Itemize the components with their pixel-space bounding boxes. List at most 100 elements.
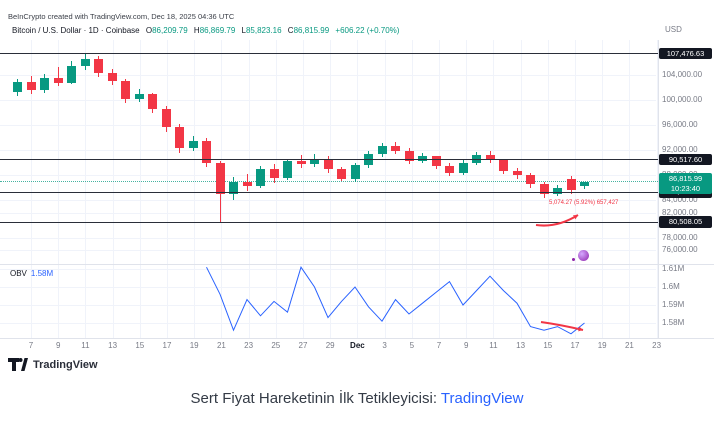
candle [512, 170, 522, 175]
candle [472, 155, 481, 163]
chart-canvas[interactable]: 7 9 11 13 15 17 19 21 23 25 27 29 Dec 3 5 7 9 11 13 15 17 19 2… [0, 0, 714, 356]
time-gridline [656, 40, 658, 338]
time-axis-label[interactable]: 19 [597, 341, 607, 350]
time-axis-label[interactable]: 15 [543, 341, 553, 350]
time-axis-label[interactable]: 23 [244, 341, 254, 350]
time-gridline [194, 40, 196, 338]
time-axis-label[interactable]: 13 [516, 341, 526, 350]
tradingview-logo-icon [8, 358, 28, 371]
ohlc-open-value: 86,209.79 [152, 26, 188, 35]
candle [269, 169, 279, 179]
candle [67, 65, 76, 83]
tradingview-logo[interactable]: TradingView [8, 358, 98, 371]
time-axis-label[interactable]: 5 [409, 341, 415, 350]
price-gridline [0, 175, 656, 176]
candle [553, 188, 562, 194]
last-price-dotted-line [0, 181, 658, 183]
obv-axis-label[interactable]: 1.59M [662, 300, 685, 309]
time-axis-label[interactable]: 21 [624, 341, 634, 350]
price-gridline [0, 250, 656, 251]
time-gridline [167, 40, 168, 338]
credit-line: BeInCrypto created with TradingView.com,… [8, 12, 235, 21]
time-axis-label[interactable]: 9 [463, 341, 469, 350]
time-gridline [439, 40, 440, 338]
price-gridline [0, 212, 656, 214]
time-gridline [303, 40, 304, 338]
price-axis-label[interactable]: 76,000.00 [662, 245, 698, 254]
time-axis-label[interactable]: 17 [162, 341, 172, 350]
time-axis-label[interactable]: 19 [189, 341, 199, 350]
bar-countdown: 10:23:40 [670, 183, 701, 193]
caption-tradingview-link[interactable]: TradingView [440, 390, 524, 407]
symbol-info-bar[interactable]: Bitcoin / U.S. Dollar · 1D · Coinbase O8… [12, 26, 399, 35]
time-gridline [629, 40, 631, 338]
candle [53, 77, 63, 83]
price-axis-label[interactable]: 104,000.00 [662, 70, 703, 79]
time-gridline [58, 40, 60, 338]
time-gridline [112, 40, 114, 338]
candle [350, 165, 360, 179]
time-axis-label[interactable]: 3 [382, 341, 387, 350]
time-axis-label[interactable]: 27 [298, 341, 308, 350]
price-axis-label[interactable]: 82,000.00 [662, 207, 698, 217]
price-axis-currency-label: USD [665, 25, 682, 34]
time-axis-label[interactable]: 13 [108, 341, 118, 350]
price-axis-label[interactable]: 96,000.00 [662, 120, 698, 129]
obv-axis-label[interactable]: 1.6M [662, 282, 680, 291]
price-axis-label[interactable]: 78,000.00 [662, 232, 698, 242]
symbol-title: Bitcoin / U.S. Dollar · 1D · Coinbase [12, 26, 140, 35]
ohlc-open-key: O [145, 26, 153, 35]
time-gridline [411, 40, 413, 338]
time-gridline [85, 40, 87, 338]
obv-gridline [0, 305, 656, 306]
time-axis-label[interactable]: 17 [570, 341, 580, 350]
measure-label[interactable]: 5,074.27 (5.92%) 657,427 [549, 200, 619, 206]
time-gridline [384, 40, 386, 338]
time-axis-label[interactable]: 7 [28, 341, 34, 350]
candle [94, 59, 103, 74]
time-gridline [466, 40, 468, 338]
pane-separator[interactable] [0, 264, 714, 265]
time-axis-label[interactable]: 21 [216, 341, 226, 350]
price-axis-label[interactable]: 92,000.00 [662, 145, 698, 154]
time-axis-label[interactable]: 15 [135, 341, 145, 350]
time-gridline [520, 40, 522, 338]
obv-axis-label[interactable]: 1.61M [662, 264, 685, 273]
candle [431, 156, 441, 166]
candle [566, 179, 576, 190]
candle [580, 182, 589, 187]
obv-legend[interactable]: OBV 1.58M [10, 269, 53, 278]
candle [458, 162, 468, 174]
time-axis-label[interactable]: 9 [55, 341, 61, 350]
candle [526, 175, 535, 185]
time-axis-label[interactable]: 29 [325, 341, 335, 350]
price-axis-label[interactable]: 84,000.00 [662, 195, 698, 204]
time-axis-label[interactable]: Dec [350, 341, 365, 350]
tradingview-logo-text: TradingView [33, 358, 98, 371]
time-axis-label[interactable]: 11 [81, 341, 90, 350]
candle [40, 77, 49, 90]
price-gridline [0, 125, 656, 126]
time-axis-label[interactable]: 7 [436, 341, 442, 350]
candle [13, 81, 22, 92]
candle [404, 150, 414, 161]
price-level-line [0, 159, 658, 161]
red-arrow-annotation[interactable] [535, 214, 579, 227]
emoji-sticker[interactable] [578, 250, 589, 261]
change-value: +606.22 (+0.70%) [335, 26, 400, 35]
time-axis-label[interactable]: 11 [489, 341, 498, 350]
price-level-line [0, 53, 658, 55]
obv-axis-label[interactable]: 1.58M [662, 318, 685, 327]
price-level-label: 107,476.63 [659, 47, 712, 60]
time-gridline [493, 40, 495, 338]
candle [202, 140, 211, 164]
candle [188, 140, 198, 149]
ohlc-high-key: H [193, 26, 200, 35]
time-axis-label[interactable]: 23 [652, 341, 662, 350]
time-axis-label[interactable]: 25 [271, 341, 281, 350]
candle [107, 73, 117, 82]
price-gridline [0, 100, 656, 101]
time-gridline [602, 40, 604, 338]
price-axis-label[interactable]: 100,000.00 [662, 95, 703, 104]
